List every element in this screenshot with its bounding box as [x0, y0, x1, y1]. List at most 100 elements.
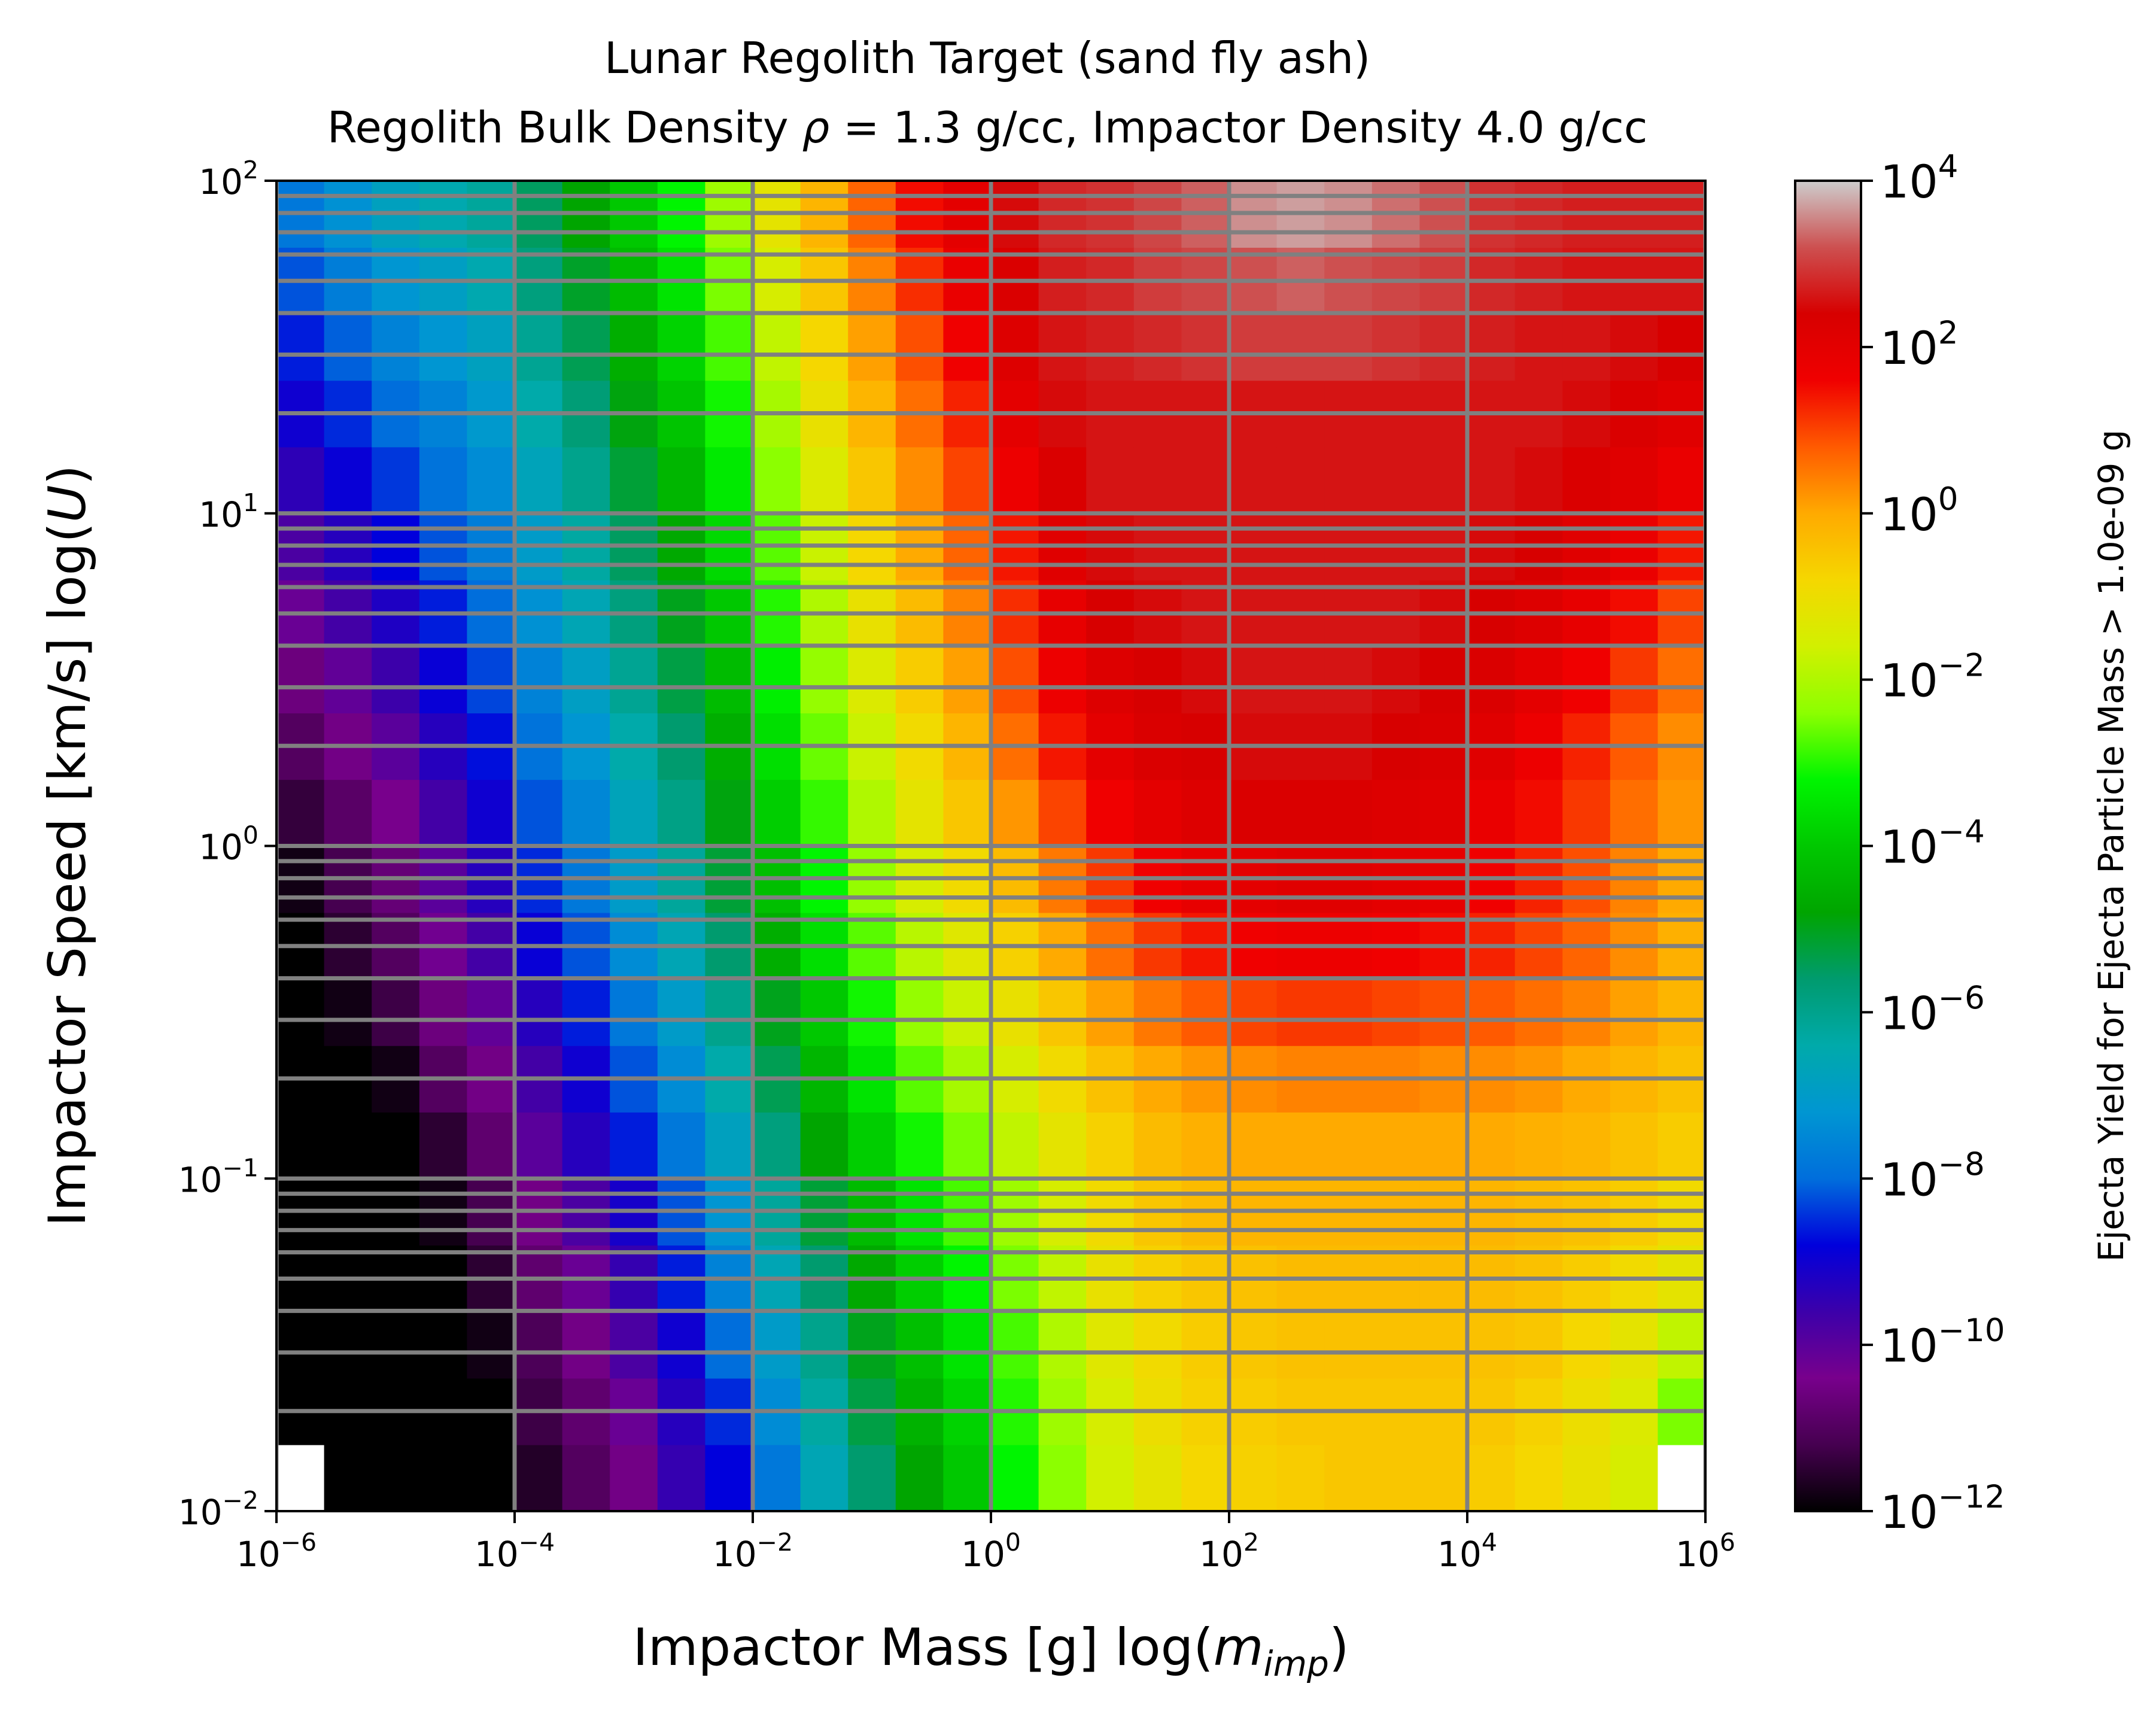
heatmap-cell [324, 1311, 372, 1379]
heatmap-cell [467, 779, 515, 847]
heatmap-cell [753, 1444, 801, 1511]
heatmap-cell [372, 1444, 420, 1511]
heatmap-cell [1038, 646, 1087, 713]
colorbar-tick-label: 10−8 [1880, 1146, 1985, 1206]
heatmap-cell [800, 446, 849, 514]
heatmap-cell [276, 1444, 325, 1511]
heatmap-cell [562, 979, 610, 1046]
heatmap-cell [372, 646, 420, 713]
heatmap-cell [419, 646, 468, 713]
heatmap-cell [1324, 979, 1373, 1046]
heatmap-cell [800, 1311, 849, 1379]
heatmap-cell [1181, 1444, 1230, 1511]
heatmap-cell [1562, 1112, 1611, 1180]
heatmap-cell [1610, 1112, 1659, 1180]
heatmap-cell [943, 779, 992, 847]
heatmap-cell [1658, 1112, 1705, 1180]
colorbar-tick-label: 100 [1880, 481, 1958, 541]
heatmap-cell [1133, 979, 1182, 1046]
heatmap-cell [1467, 1112, 1516, 1180]
heatmap-cell [753, 779, 801, 847]
heatmap-cell [1658, 979, 1705, 1046]
heatmap-cell [753, 646, 801, 713]
heatmap-cell [1658, 646, 1705, 713]
heatmap-cell [1467, 646, 1516, 713]
heatmap-cell [324, 646, 372, 713]
heatmap-cell [991, 314, 1039, 381]
heatmap-cell [895, 779, 944, 847]
heatmap-cell [467, 1112, 515, 1180]
heatmap-cell [1562, 1311, 1611, 1379]
heatmap-cell [467, 979, 515, 1046]
heatmap-cell [1658, 779, 1705, 847]
heatmap-cell [1133, 1112, 1182, 1180]
heatmap-cell [1515, 1444, 1563, 1511]
heatmap-cell [1086, 1311, 1135, 1379]
heatmap-cell [753, 314, 801, 381]
heatmap-cell [1086, 979, 1135, 1046]
heatmap-cell [753, 1311, 801, 1379]
heatmap-cell [1515, 314, 1563, 381]
heatmap-cell [1372, 979, 1421, 1046]
x-tick-label: 102 [1199, 1528, 1259, 1575]
heatmap-cell [848, 314, 896, 381]
heatmap-cell [705, 446, 753, 514]
heatmap-cell [419, 779, 468, 847]
heatmap-cell [372, 446, 420, 514]
heatmap-cell [1562, 979, 1611, 1046]
x-tick-label: 10−4 [475, 1528, 555, 1575]
heatmap-cell [657, 314, 706, 381]
heatmap-cell [1133, 646, 1182, 713]
heatmap-cell [895, 1112, 944, 1180]
heatmap-cell [1086, 314, 1135, 381]
heatmap-cell [800, 314, 849, 381]
heatmap-cell [1419, 646, 1468, 713]
heatmap-cell [515, 779, 563, 847]
x-axis-ticks: 10−6 10−4 10−2 100 102 104 106 [236, 1511, 1735, 1575]
colorbar-ticks: 104 102 100 10−2 10−4 10−6 10−8 10−10 10−12 [1861, 148, 2005, 1539]
chart-title: Lunar Regolith Target (sand fly ash) [604, 33, 1370, 83]
heatmap-cell [1324, 446, 1373, 514]
heatmap-cell [1610, 779, 1659, 847]
heatmap-cell [1324, 1311, 1373, 1379]
heatmap-cell [991, 1444, 1039, 1511]
heatmap-cell [991, 1311, 1039, 1379]
heatmap-cell [1086, 779, 1135, 847]
y-tick-label: 10−2 [178, 1486, 259, 1533]
heatmap-cell [705, 979, 753, 1046]
heatmap-cell [895, 646, 944, 713]
heatmap-cell [467, 314, 515, 381]
heatmap-cell [848, 1112, 896, 1180]
heatmap-cell [419, 979, 468, 1046]
heatmap-cell [1562, 646, 1611, 713]
heatmap-cell [1276, 1112, 1325, 1180]
heatmap-cell [991, 646, 1039, 713]
heatmap-cell [467, 1444, 515, 1511]
heatmap-cell [1276, 1444, 1325, 1511]
heatmap-cell [1229, 314, 1278, 381]
heatmap-cell [1133, 446, 1182, 514]
heatmap-cell [800, 779, 849, 847]
heatmap-cell [1181, 779, 1230, 847]
heatmap-cell [1229, 779, 1278, 847]
heatmap-cell [1133, 779, 1182, 847]
heatmap-cell [1086, 646, 1135, 713]
heatmap-cell [562, 314, 610, 381]
heatmap-cell [1562, 1444, 1611, 1511]
heatmap-cell [419, 1112, 468, 1180]
heatmap-cell [657, 1311, 706, 1379]
heatmap-cell [1467, 314, 1516, 381]
heatmap-cell [610, 1444, 658, 1511]
y-tick-label: 10−1 [178, 1153, 259, 1200]
heatmap-cell [1515, 446, 1563, 514]
heatmap-cell [515, 979, 563, 1046]
heatmap-cell [372, 1311, 420, 1379]
heatmap-cell [1562, 779, 1611, 847]
heatmap-cell [419, 1311, 468, 1379]
heatmap-cell [1324, 1444, 1373, 1511]
heatmap-cell [1419, 446, 1468, 514]
heatmap-cell [800, 1112, 849, 1180]
heatmap-cell [1610, 646, 1659, 713]
heatmap-cell [610, 314, 658, 381]
